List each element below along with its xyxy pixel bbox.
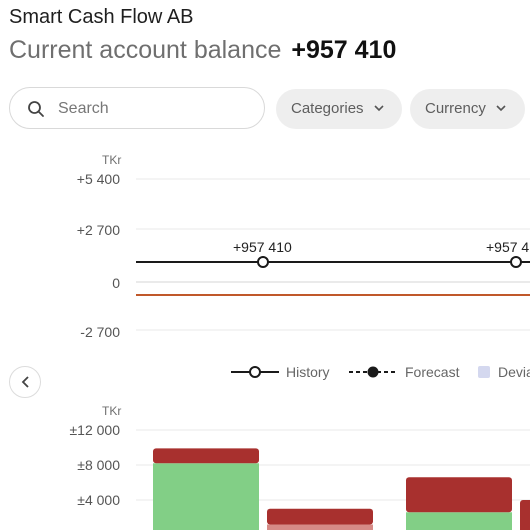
search-input[interactable] [56,97,250,121]
expense-bar [520,500,530,530]
balance-value: +957 410 [291,36,397,64]
chevron-left-icon [21,376,29,388]
balance-tick-label: 0 [112,275,120,291]
history-point [257,256,269,268]
point-data-label: +957 410 [233,239,292,255]
categories-label: Categories [291,100,364,117]
legend-history-label: History [286,364,330,380]
bar-tick-label: ±4 000 [77,492,120,508]
chevron-down-icon [373,105,384,112]
balance-tick-label: -2 700 [80,324,120,340]
balance-row: Current account balance +957 410 [9,36,396,65]
company-name: Smart Cash Flow AB [9,6,194,28]
balance-unit-label: TKr [102,153,122,167]
search-icon [28,101,44,117]
income-bar [153,463,259,530]
currency-dropdown[interactable]: Currency [410,89,525,129]
bar-tick-label: ±12 000 [69,422,120,438]
income-bar [406,512,512,530]
point-data-label: +957 4 [486,239,530,255]
legend-forecast-label: Forecast [405,364,460,380]
bar-unit-label: TKr [102,404,122,418]
expense-bar [406,477,512,513]
income-bar [267,524,373,530]
expense-bar [153,448,259,464]
expense-bar [267,508,373,525]
balance-tick-label: +5 400 [76,171,120,187]
legend-deviation-label: Devia [498,364,530,380]
balance-tick-label: +2 700 [76,222,120,238]
chevron-down-icon [496,105,506,112]
bar-tick-label: ±8 000 [77,457,120,473]
history-point [510,256,522,268]
balance-label: Current account balance [9,36,282,64]
search-box[interactable] [9,87,265,129]
currency-label: Currency [425,100,486,117]
scroll-back-button[interactable] [9,366,41,398]
categories-dropdown[interactable]: Categories [276,89,402,129]
